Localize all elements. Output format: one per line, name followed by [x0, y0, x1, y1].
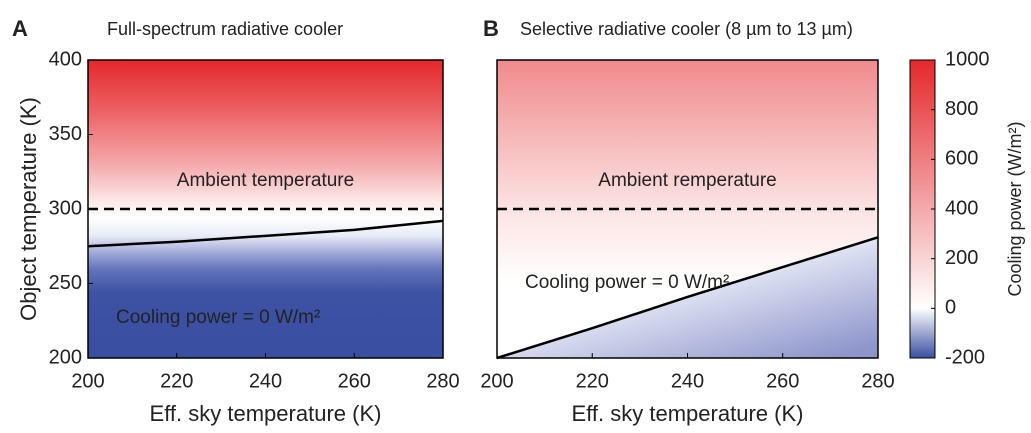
colorbar-tick-label: -200 — [945, 346, 985, 368]
y-tick-label: 300 — [49, 197, 82, 219]
panel-label: A — [12, 16, 28, 41]
colorbar-tick-label: 0 — [945, 297, 956, 319]
x-tick-label: 280 — [426, 370, 459, 392]
panel-label: B — [483, 16, 499, 41]
line-annotation: Ambient temperature — [177, 170, 354, 191]
plot-frame — [87, 59, 444, 359]
x-axis-label: Eff. sky temperature (K) — [572, 401, 804, 426]
contour-line — [496, 236, 879, 360]
line-annotation: Ambient remperature — [598, 170, 776, 191]
panel-title: Full-spectrum radiative cooler — [107, 19, 343, 39]
panel-title: Selective radiative cooler (8 µm to 13 µ… — [520, 19, 853, 39]
x-tick-label: 220 — [160, 370, 193, 392]
x-tick-label: 260 — [338, 370, 371, 392]
x-tick-label: 240 — [249, 370, 282, 392]
colorbar-tick-label: 400 — [945, 197, 978, 219]
colorbar-label: Cooling power (W/m²) — [1005, 121, 1025, 296]
line-annotation: Cooling power = 0 W/m² — [116, 307, 320, 328]
x-tick-label: 200 — [71, 370, 104, 392]
colorbar-tick-label: 200 — [945, 247, 978, 269]
contour-line — [87, 219, 444, 248]
y-tick-label: 250 — [49, 272, 82, 294]
colorbar — [909, 59, 936, 359]
colorbar-tick-label: 800 — [945, 98, 978, 120]
line-annotation: Cooling power = 0 W/m² — [525, 272, 729, 293]
colorbar-tick-label: 1000 — [945, 48, 990, 70]
plot-frame — [496, 59, 879, 359]
y-tick-label: 400 — [49, 48, 82, 70]
x-tick-label: 200 — [480, 370, 513, 392]
x-tick-label: 260 — [766, 370, 799, 392]
x-tick-label: 220 — [576, 370, 609, 392]
x-axis-label: Eff. sky temperature (K) — [150, 401, 382, 426]
y-axis-label: Object temperature (K) — [16, 97, 41, 321]
x-tick-label: 240 — [671, 370, 704, 392]
colorbar-tick-label: 600 — [945, 148, 978, 170]
x-tick-label: 280 — [861, 370, 894, 392]
y-tick-label: 200 — [49, 346, 82, 368]
y-tick-label: 350 — [49, 123, 82, 145]
